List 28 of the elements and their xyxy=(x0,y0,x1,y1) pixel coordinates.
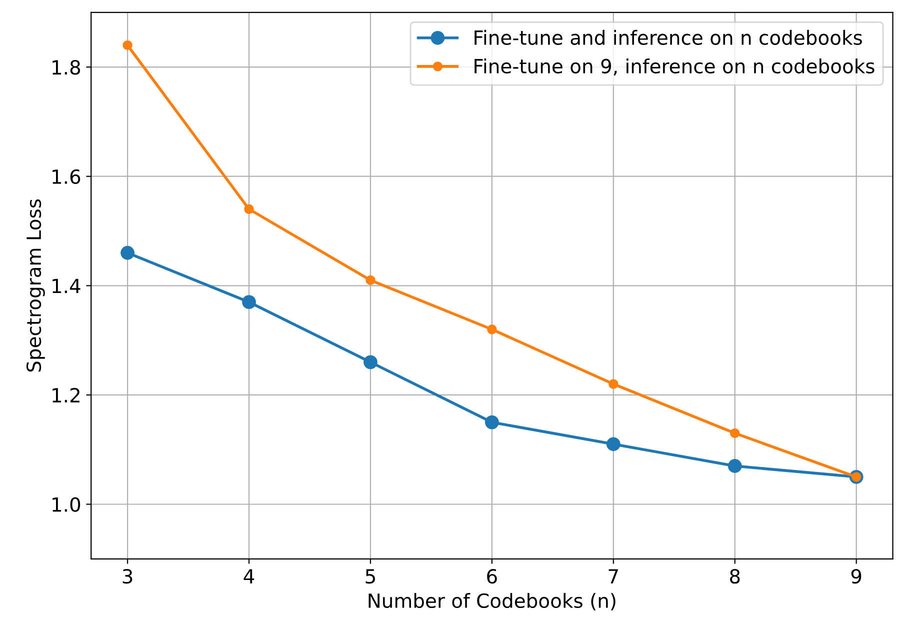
legend-label: Fine-tune on 9, inference on n codebooks xyxy=(474,58,874,76)
x-tick-label: 9 xyxy=(851,568,862,584)
y-tick-label: 1.6 xyxy=(52,169,80,184)
point xyxy=(120,246,134,260)
point xyxy=(606,437,620,452)
y-tick-label: 1.2 xyxy=(52,388,80,402)
y-axis-title: Spectrogram Loss xyxy=(26,199,45,372)
point xyxy=(730,428,740,438)
y-tick-label: 1.4 xyxy=(52,278,80,294)
x-tick-label: 8 xyxy=(730,568,740,584)
point xyxy=(728,459,742,473)
point xyxy=(242,295,256,309)
point xyxy=(487,324,497,334)
x-tick-label: 7 xyxy=(608,569,618,584)
y-tick-label: 1.8 xyxy=(52,60,80,75)
x-tick-label: 6 xyxy=(487,568,497,584)
x-tick-label: 5 xyxy=(366,569,375,584)
point xyxy=(484,415,499,430)
point xyxy=(364,355,378,370)
x-tick-label: 4 xyxy=(244,569,254,584)
point xyxy=(122,40,132,50)
x-axis-title: Number of Codebooks (n) xyxy=(368,592,616,610)
point xyxy=(366,275,376,286)
point xyxy=(244,204,254,214)
legend-label: Fine-tune and inference on n codebooks xyxy=(474,30,862,45)
x-tick-label: 3 xyxy=(122,568,132,584)
point xyxy=(608,379,618,389)
y-tick-label: 1.0 xyxy=(52,497,80,512)
